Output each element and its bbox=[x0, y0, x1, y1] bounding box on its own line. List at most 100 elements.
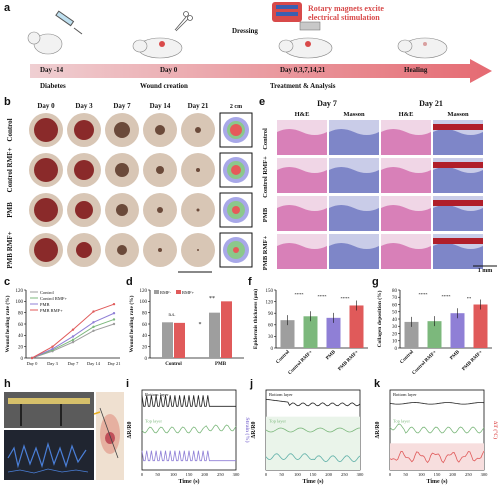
milestone-label-0: Diabetes bbox=[40, 82, 66, 90]
significance-label: n.s. bbox=[169, 313, 176, 318]
legend-label: RMF+ bbox=[182, 290, 195, 295]
panel-b-label: b bbox=[4, 96, 11, 108]
tissue-layer bbox=[329, 243, 379, 269]
panel-d-label: d bbox=[126, 276, 133, 288]
signal-trace bbox=[265, 398, 361, 407]
data-point bbox=[92, 310, 95, 313]
data-point bbox=[112, 312, 116, 315]
chart-f: 0 30 60 90 120 150 Epidermis thickness (μm) Con… bbox=[252, 289, 368, 376]
wound-area bbox=[195, 127, 201, 133]
y-tick-label: 40 bbox=[392, 318, 398, 323]
wound-area bbox=[196, 168, 200, 172]
tissue-layer bbox=[329, 167, 379, 193]
data-point bbox=[71, 338, 75, 342]
x-axis-label: Time (s) bbox=[302, 478, 323, 485]
x-tick-label: 250 bbox=[217, 472, 225, 477]
tissue-layer bbox=[381, 129, 431, 155]
milestone-time-0: Day -14 bbox=[40, 66, 64, 74]
y-axis-label: Wound healing rate (%) bbox=[128, 295, 135, 352]
y-tick-label: 0 bbox=[395, 347, 398, 352]
tissue-layer bbox=[433, 243, 483, 269]
row-label: PMB bbox=[6, 202, 14, 218]
y-tick-label: 100 bbox=[16, 300, 24, 305]
wound-area bbox=[74, 120, 94, 140]
panel-a-label: a bbox=[4, 2, 11, 14]
panel-f-label: f bbox=[248, 276, 252, 288]
panel-e-histology: Day 7 Day 21 H&E Masson H&E Masson Control Cont… bbox=[259, 96, 499, 276]
y-tick-label: 80 bbox=[392, 289, 398, 294]
wound-area bbox=[157, 207, 163, 213]
y-tick-label: 120 bbox=[266, 300, 274, 305]
tissue-layer bbox=[433, 167, 483, 193]
wound-area bbox=[75, 201, 93, 219]
signal-photo bbox=[4, 430, 94, 480]
y-tick-label: 60 bbox=[142, 323, 148, 328]
trace-label: Bottom layer bbox=[269, 392, 293, 397]
x-tick-label: 0 bbox=[389, 472, 392, 477]
tissue-layer bbox=[329, 129, 379, 155]
milestone-time-2: Day 0,3,7,14,21 bbox=[280, 66, 326, 74]
wound-area bbox=[196, 208, 200, 212]
y-tick-label: 30 bbox=[268, 335, 274, 340]
signal-trace bbox=[389, 450, 485, 464]
scissors-icon bbox=[174, 11, 193, 32]
panel-e-grid: Day 7 Day 21 H&E Masson H&E Masson Control Cont… bbox=[262, 99, 497, 274]
device-photo bbox=[4, 392, 94, 428]
bar bbox=[280, 320, 295, 348]
panel-e-label: e bbox=[259, 96, 266, 108]
x-tick-label: PMB bbox=[450, 349, 462, 361]
dressing-label: Dressing bbox=[232, 27, 258, 35]
highlight-band bbox=[266, 416, 360, 470]
legend-label: Control RMF+ bbox=[40, 296, 67, 301]
wound-icon bbox=[159, 41, 165, 47]
highlight-band bbox=[390, 443, 484, 470]
panel-j-label: j bbox=[250, 378, 254, 390]
significance-label: * bbox=[199, 322, 202, 328]
y-axis-label: Epidermis thickness (μm) bbox=[252, 289, 259, 349]
trace-label: Top layer bbox=[269, 419, 287, 424]
y-tick-label: 50 bbox=[392, 311, 398, 316]
data-point bbox=[30, 356, 34, 360]
wound-area bbox=[76, 242, 92, 258]
x-tick-label: Day 7 bbox=[68, 361, 80, 366]
x-tick-label: Day 0 bbox=[27, 361, 39, 366]
scale-label: 2 cm bbox=[230, 104, 242, 110]
rotary-label: Rotary magnets excite bbox=[308, 4, 384, 13]
x-tick-label: Day 14 bbox=[87, 361, 101, 366]
tissue-layer bbox=[433, 205, 483, 231]
bar bbox=[221, 301, 232, 358]
milestone-label-1: Wound creation bbox=[140, 82, 188, 90]
data-point bbox=[112, 322, 116, 326]
row-label: PMB RMF+ bbox=[262, 235, 269, 270]
trace-inner bbox=[231, 165, 241, 175]
significance-label: **** bbox=[295, 292, 305, 297]
x-tick-label: 0 bbox=[141, 472, 144, 477]
bar bbox=[349, 305, 364, 348]
panel-g-label: g bbox=[372, 276, 379, 288]
x-tick-label: 150 bbox=[186, 472, 194, 477]
bar bbox=[450, 313, 465, 348]
plot-frame bbox=[141, 389, 237, 471]
data-point bbox=[92, 329, 95, 332]
x-tick-label: 100 bbox=[170, 472, 178, 477]
right-axis-label: Strain (%) bbox=[244, 417, 250, 442]
milestone-time-1: Day 0 bbox=[160, 66, 178, 74]
syringe-icon bbox=[55, 10, 83, 35]
wound-area bbox=[74, 160, 94, 180]
y-tick-label: 120 bbox=[16, 289, 24, 294]
stain-header: Masson bbox=[447, 111, 469, 118]
trace-label: Bottom layer bbox=[145, 392, 169, 397]
data-point bbox=[112, 318, 116, 321]
x-tick-label: 50 bbox=[155, 472, 160, 477]
y-axis-label: ΔR/R0 bbox=[127, 421, 133, 438]
x-tick-label: 200 bbox=[449, 472, 457, 477]
significance-label: **** bbox=[341, 296, 351, 301]
x-tick-label: 200 bbox=[201, 472, 209, 477]
y-axis-label: ΔR/R0 bbox=[251, 421, 257, 438]
wound-area bbox=[156, 166, 164, 174]
x-tick-label: Control bbox=[276, 349, 292, 365]
panel-b-grid: Day 0 Day 3 Day 7 Day 14 Day 21 2 cm Control Co… bbox=[6, 102, 253, 273]
x-tick-label: Control RMF+ bbox=[412, 350, 438, 376]
bar bbox=[326, 317, 341, 348]
chart-d: 0 20 40 60 80 100 120 Wound healing rate (%) Con… bbox=[128, 289, 244, 367]
